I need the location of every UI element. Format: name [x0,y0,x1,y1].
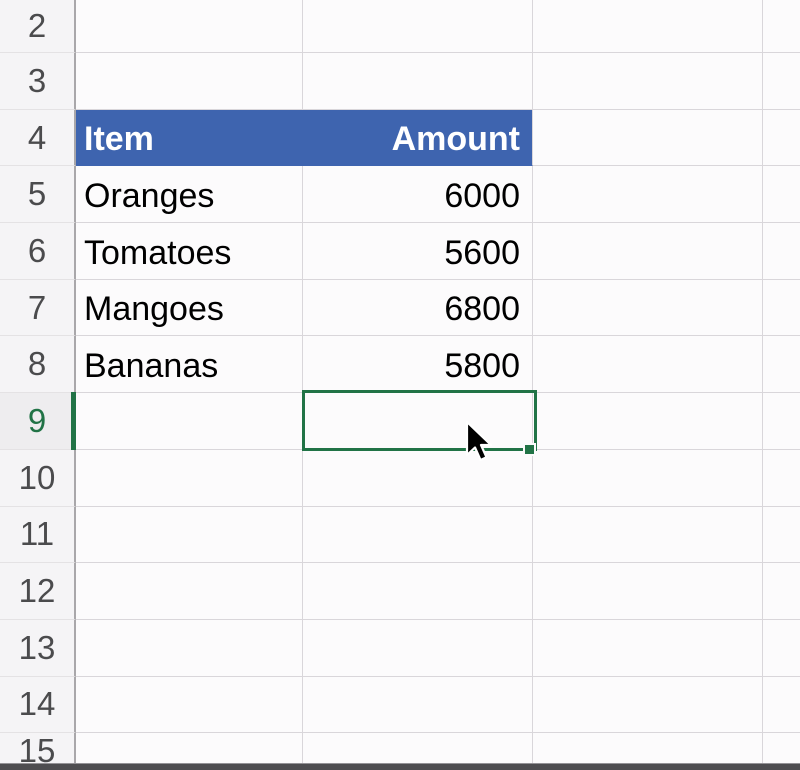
cell-D10[interactable] [763,450,800,507]
table-row: 2 [0,0,800,53]
cell-C14[interactable] [533,676,763,734]
cell-C5[interactable] [533,166,763,224]
cell-D13[interactable] [763,620,800,677]
cell-D12[interactable] [763,563,800,620]
cell-B14[interactable] [303,676,533,734]
table-row: 12 [0,563,800,620]
table-row: 4 Item Amount [0,109,800,167]
cell-B4[interactable]: Amount [303,109,533,167]
row-header-14[interactable]: 14 [0,676,76,734]
table-row: 14 [0,676,800,734]
row-header-9[interactable]: 9 [0,393,76,450]
cell-B6[interactable]: 5600 [303,223,533,280]
cell-B12[interactable] [303,563,533,620]
cell-B5[interactable]: 6000 [303,166,533,224]
cell-A3[interactable] [76,53,303,110]
row-header-5[interactable]: 5 [0,166,76,224]
cell-B11[interactable] [303,506,533,564]
cell-C10[interactable] [533,449,763,507]
cell-D4[interactable] [763,110,800,167]
cell-A14[interactable] [76,676,303,734]
table-row: 10 [0,449,800,507]
table-row: 13 [0,619,800,677]
cell-D2[interactable] [763,0,800,53]
cell-C9[interactable] [533,393,763,450]
table-row: 3 [0,53,800,110]
row-header-13[interactable]: 13 [0,619,76,677]
row-header-10[interactable]: 10 [0,449,76,507]
row-header-2[interactable]: 2 [0,0,76,53]
cell-B2[interactable] [303,0,533,53]
table-row: 6 Tomatoes 5600 [0,223,800,280]
cell-C11[interactable] [533,506,763,564]
cell-B3[interactable] [303,53,533,110]
cell-C2[interactable] [533,0,763,53]
cell-A5[interactable]: Oranges [76,166,303,224]
cell-C8[interactable] [533,336,763,394]
cell-D7[interactable] [763,280,800,337]
cell-D3[interactable] [763,53,800,110]
table-row: 7 Mangoes 6800 [0,279,800,337]
window-bottom-edge [0,763,800,770]
row-header-12[interactable]: 12 [0,563,76,620]
cell-D11[interactable] [763,507,800,564]
cell-D14[interactable] [763,677,800,734]
fill-handle[interactable] [523,443,536,456]
row-header-6[interactable]: 6 [0,223,76,280]
cell-B10[interactable] [303,449,533,507]
table-row: 11 [0,506,800,564]
row-header-4[interactable]: 4 [0,109,76,167]
cell-A4[interactable]: Item [76,109,303,167]
cell-B7[interactable]: 6800 [303,279,533,337]
cell-A10[interactable] [76,449,303,507]
cell-A2[interactable] [76,0,303,53]
cell-D5[interactable] [763,166,800,224]
cell-A11[interactable] [76,506,303,564]
row-header-8[interactable]: 8 [0,336,76,394]
cell-B8[interactable]: 5800 [303,336,533,394]
arrow-cursor-icon [465,421,493,462]
cell-A12[interactable] [76,563,303,620]
cell-D8[interactable] [763,336,800,394]
cell-D9[interactable] [763,393,800,450]
table-row: 8 Bananas 5800 [0,336,800,394]
selected-cell-outline[interactable] [302,390,537,456]
cell-C6[interactable] [533,223,763,280]
cell-D6[interactable] [763,223,800,280]
cell-B13[interactable] [303,619,533,677]
cell-A13[interactable] [76,619,303,677]
cell-A7[interactable]: Mangoes [76,279,303,337]
cell-C3[interactable] [533,53,763,110]
cell-C7[interactable] [533,279,763,337]
cell-A9[interactable] [76,393,303,450]
row-header-3[interactable]: 3 [0,53,76,110]
cell-C4[interactable] [533,109,763,167]
cell-A6[interactable]: Tomatoes [76,223,303,280]
selected-row-indicator [71,392,76,450]
cell-C12[interactable] [533,563,763,620]
cell-A8[interactable]: Bananas [76,336,303,394]
cell-C13[interactable] [533,619,763,677]
row-header-7[interactable]: 7 [0,279,76,337]
table-row: 5 Oranges 6000 [0,166,800,224]
row-header-11[interactable]: 11 [0,506,76,564]
